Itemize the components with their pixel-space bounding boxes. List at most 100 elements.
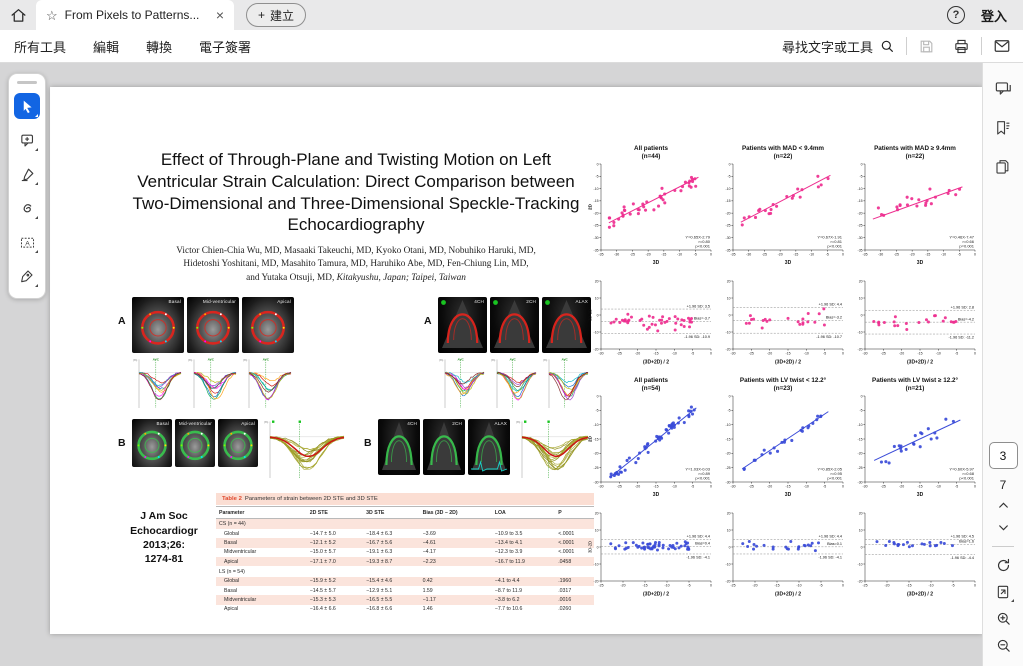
table-cell: −14.5 ± 5.7 (309, 587, 336, 594)
svg-text:-10: -10 (726, 562, 731, 566)
menu-convert[interactable]: 轉換 (146, 39, 173, 55)
svg-text:-5: -5 (819, 583, 822, 587)
short-axis-contour (180, 431, 210, 461)
svg-text:-20: -20 (778, 252, 783, 256)
menu-esign[interactable]: 電子簽署 (199, 39, 252, 55)
fill-sign-tool-button[interactable] (14, 263, 40, 289)
svg-text:-15: -15 (925, 252, 930, 256)
apical-view-contour (493, 300, 535, 349)
next-page-button[interactable] (997, 521, 1010, 534)
svg-text:-25: -25 (862, 583, 867, 587)
find-text-or-tools[interactable]: 尋找文字或工具 (782, 37, 895, 56)
table-header: Bias (3D − 2D) (419, 506, 492, 519)
svg-text:0: 0 (597, 162, 599, 166)
panel-drag-handle[interactable] (17, 81, 37, 84)
comment-plus-icon (20, 134, 33, 147)
bookmarks-panel-button[interactable] (994, 119, 1012, 137)
svg-text:AVC: AVC (561, 358, 568, 362)
svg-text:(%): (%) (439, 358, 443, 362)
svg-text:-30: -30 (726, 236, 731, 240)
document-tab[interactable]: ☆ From Pixels to Patterns... × (36, 0, 234, 30)
sign-in-button[interactable]: 登入 (980, 8, 1007, 24)
svg-text:(3D+2D) / 2: (3D+2D) / 2 (907, 591, 933, 597)
svg-text:-25: -25 (617, 484, 622, 488)
table-cell: −16.5 ± 5.5 (366, 597, 393, 604)
echo-image-tile: Apical (218, 419, 258, 468)
rotate-page-button[interactable] (995, 557, 1012, 574)
svg-text:-25: -25 (762, 252, 767, 256)
favorite-star-icon[interactable]: ☆ (46, 7, 58, 23)
menu-edit[interactable]: 編輯 (93, 39, 120, 55)
svg-text:Y=1.03X-0.03: Y=1.03X-0.03 (685, 467, 710, 472)
svg-text:-5: -5 (958, 252, 961, 256)
draw-tool-button[interactable] (14, 195, 40, 221)
save-button[interactable] (918, 38, 935, 55)
select-tool-button[interactable] (14, 93, 40, 119)
svg-text:Y=0.85X-2.05: Y=0.85X-2.05 (817, 467, 842, 472)
plot-title: Patients with LV twist < 12.2° (n=23) (739, 377, 827, 392)
comments-panel-button[interactable] (994, 79, 1013, 98)
divider (906, 37, 907, 55)
tile-label: ALAX (575, 299, 588, 305)
bookmark-icon (997, 121, 1010, 135)
table-cell: −16.8 ± 6.6 (366, 606, 393, 613)
svg-text:(3D+2D) / 2: (3D+2D) / 2 (775, 359, 801, 365)
previous-page-button[interactable] (997, 499, 1010, 512)
table-cell: −14.7 ± 5.0 (309, 530, 336, 537)
svg-text:-25: -25 (730, 583, 735, 587)
print-button[interactable] (953, 38, 970, 55)
svg-text:-10: -10 (664, 583, 669, 587)
svg-text:-1.96 SD: -4.4: -1.96 SD: -4.4 (950, 556, 974, 560)
svg-text:20: 20 (727, 279, 731, 283)
svg-text:-15: -15 (858, 199, 863, 203)
svg-text:3D: 3D (917, 260, 924, 265)
table-cell: −12.3 to 3.9 (494, 549, 523, 556)
svg-text:-1.96 SD: -4.1: -1.96 SD: -4.1 (686, 556, 710, 560)
svg-text:-30: -30 (858, 480, 863, 484)
svg-text:-15: -15 (785, 351, 790, 355)
home-button[interactable] (0, 0, 36, 30)
email-button[interactable] (993, 37, 1011, 55)
tab-close-icon[interactable]: × (215, 7, 224, 23)
highlight-tool-button[interactable] (14, 161, 40, 187)
svg-text:-20: -20 (646, 252, 651, 256)
create-button[interactable]: + 建立 (246, 3, 307, 27)
add-text-tool-button[interactable]: A (14, 229, 40, 255)
svg-text:p<0.001: p<0.001 (695, 476, 710, 481)
page-thumbnails-button[interactable] (994, 158, 1012, 176)
svg-text:10: 10 (595, 296, 599, 300)
help-button[interactable]: ? (946, 6, 965, 24)
plot-title: Patients with MAD < 9.4mm (n=22) (741, 145, 825, 160)
table-cell: −12.1 ± 5.2 (309, 540, 336, 547)
svg-text:20: 20 (595, 279, 599, 283)
scatter-plot: All patients (n=54) -30 -25 -20 -15 -10 -5 0 -30 -… (588, 377, 714, 497)
strain-thumbnail: (%) AVC (490, 357, 539, 412)
svg-text:-10: -10 (858, 562, 863, 566)
ink-loop-icon (23, 203, 31, 212)
svg-text:-10: -10 (941, 252, 946, 256)
table-cell: −2.23 (422, 558, 436, 565)
table-header: Parameter (216, 506, 307, 519)
table-section-label: LS (n = 54) (219, 568, 245, 575)
fit-page-button[interactable] (995, 584, 1014, 602)
add-comment-tool-button[interactable] (14, 127, 40, 153)
table-cell: .0016 (558, 597, 572, 604)
mail-icon (994, 40, 1010, 52)
table-caption-tag: Table 2 (222, 496, 242, 503)
menu-all-tools[interactable]: 所有工具 (14, 39, 67, 55)
svg-text:-15: -15 (661, 252, 666, 256)
tile-label: ALAX (494, 421, 507, 427)
create-button-label: 建立 (270, 8, 295, 23)
zoom-out-button[interactable] (995, 637, 1012, 654)
svg-text:-15: -15 (594, 437, 599, 441)
svg-text:-25: -25 (726, 224, 731, 228)
svg-text:-1.96 SD: -11.2: -1.96 SD: -11.2 (949, 336, 974, 340)
page-number-input[interactable]: 3 (988, 442, 1018, 469)
zoom-in-button[interactable] (995, 610, 1012, 627)
svg-text:-30: -30 (862, 351, 867, 355)
svg-text:AVC: AVC (263, 358, 270, 362)
table-cell: −10.9 to 3.5 (494, 530, 523, 537)
strain-curves-plot: (%) AVC (491, 358, 537, 409)
table-cell: −19.3 ± 8.7 (366, 558, 393, 565)
table-row: Apical −16.4 ± 6.6 −16.8 ± 6.6 1.46 −7.7 to … (216, 605, 594, 614)
